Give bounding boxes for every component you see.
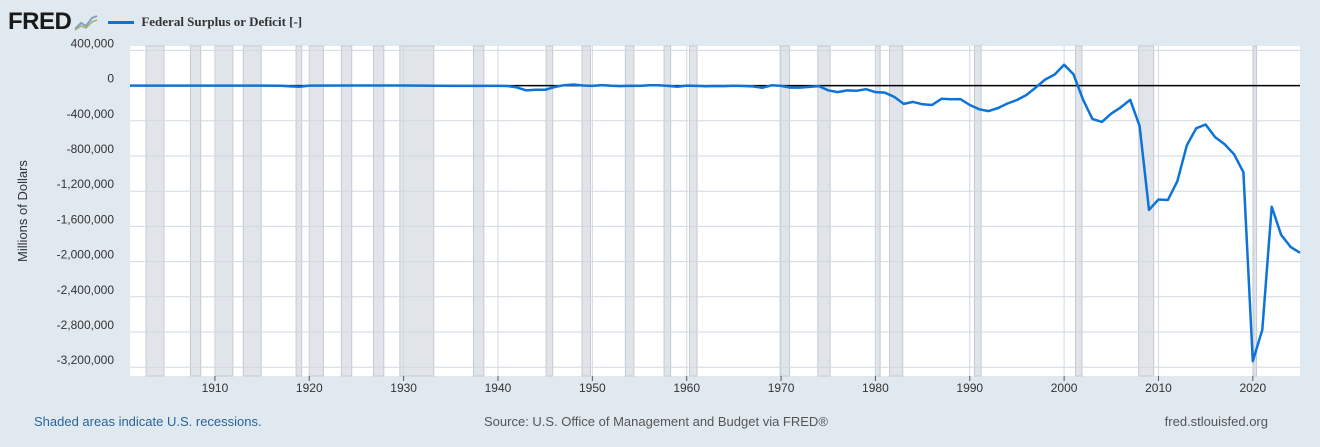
y-axis-title: Millions of Dollars <box>15 160 30 262</box>
recession-band-15 <box>779 45 791 377</box>
x-tick-label: 2000 <box>1051 381 1078 395</box>
recession-band-12 <box>624 45 635 377</box>
recession-band-7 <box>372 45 385 377</box>
x-tick-label: 1980 <box>862 381 889 395</box>
chart-header: FRED Federal Surplus or Deficit [-] <box>8 6 302 38</box>
recession-band-21 <box>1138 45 1155 377</box>
recession-band-5 <box>308 45 324 377</box>
source-note: Source: U.S. Office of Management and Bu… <box>484 414 828 429</box>
x-tick-label: 1940 <box>485 381 512 395</box>
series-line-federal-surplus-or-deficit <box>130 63 1301 363</box>
x-tick-label: 1930 <box>390 381 417 395</box>
recession-band-13 <box>663 45 672 377</box>
x-tick-label: 1910 <box>202 381 229 395</box>
recession-band-22 <box>1253 45 1258 377</box>
x-tick-label: 1920 <box>296 381 323 395</box>
legend-label: Federal Surplus or Deficit [-] <box>141 14 303 29</box>
recession-band-3 <box>242 45 262 377</box>
x-tick-label: 1990 <box>956 381 983 395</box>
y-tick-label: -2,800,000 <box>57 318 115 332</box>
y-tick-label: -1,600,000 <box>57 212 115 226</box>
y-tick-label: -400,000 <box>67 107 115 121</box>
fred-logo[interactable]: FRED <box>8 8 72 35</box>
recession-band-0 <box>145 45 165 377</box>
recession-band-4 <box>295 45 303 377</box>
fred-url-link[interactable]: fred.stlouisfed.org <box>1164 414 1268 429</box>
x-tick-label: 1970 <box>768 381 795 395</box>
recession-note: Shaded areas indicate U.S. recessions. <box>34 414 262 429</box>
x-axis-tick-labels: 1910 1920 1930 1940 1950 1960 1970 1980 1990 2000… <box>202 376 1266 395</box>
y-tick-label: 400,000 <box>71 36 115 50</box>
recession-band-9 <box>472 45 485 377</box>
recession-band-18 <box>889 45 904 377</box>
y-tick-label: -1,200,000 <box>57 177 115 191</box>
x-tick-label: 2010 <box>1145 381 1172 395</box>
y-tick-label: -3,200,000 <box>57 353 115 367</box>
x-tick-label: 1950 <box>579 381 606 395</box>
recession-band-14 <box>689 45 698 377</box>
x-tick-label: 2020 <box>1239 381 1266 395</box>
recession-band-2 <box>214 45 234 377</box>
recession-band-17 <box>874 45 881 377</box>
y-tick-label: 0 <box>107 72 114 86</box>
x-tick-label: 1960 <box>673 381 700 395</box>
y-tick-label: -2,000,000 <box>57 248 115 262</box>
recession-band-6 <box>340 45 353 377</box>
recession-band-1 <box>189 45 202 377</box>
recession-band-16 <box>817 45 831 377</box>
recession-band-10 <box>545 45 554 377</box>
y-axis-tick-labels: 400,000 0 -400,000 -800,000 -1,200,000 -1,600… <box>57 36 115 367</box>
y-tick-label: -2,400,000 <box>57 283 115 297</box>
legend-swatch <box>108 20 135 24</box>
y-tick-label: -800,000 <box>67 142 115 156</box>
recession-band-19 <box>973 45 982 377</box>
recession-band-11 <box>581 45 591 377</box>
plot-area <box>130 46 1300 376</box>
fred-logo-graph-icon <box>74 13 99 31</box>
recession-band-8 <box>399 45 435 377</box>
recession-band-20 <box>1074 45 1083 377</box>
